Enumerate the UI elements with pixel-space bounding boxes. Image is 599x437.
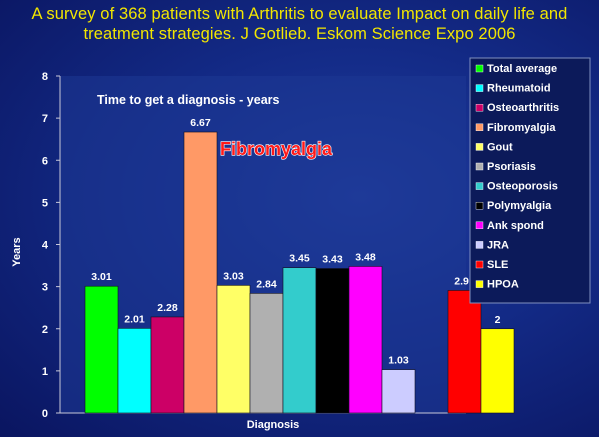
legend-label: Polymyalgia [487,200,552,212]
legend-label: Total average [487,63,557,75]
legend-swatch [475,201,484,210]
y-tick-label: 0 [42,408,48,420]
y-tick-label: 5 [42,197,48,209]
legend-swatch [475,162,484,171]
legend-label: HPOA [487,279,519,291]
bar-8 [348,266,383,414]
legend-label: Osteoporosis [487,181,558,193]
bar-value-label: 1.03 [388,355,409,367]
bar-value-label: 3.01 [91,271,112,283]
bar-7 [315,268,350,414]
legend-label: Osteoarthritis [487,102,559,114]
legend-swatch [475,64,484,73]
title-line-2: treatment strategies. J Gotlieb. Eskom S… [83,25,516,43]
legend-swatch [475,260,484,269]
bar-value-label: 2.28 [157,302,178,314]
slide-title: A survey of 368 patients with Arthritis … [0,4,599,44]
bar-2 [150,316,185,414]
bar-value-label: 6.67 [190,117,211,129]
bar-3 [183,131,218,414]
y-tick-label: 4 [42,240,49,252]
title-line-1: A survey of 368 patients with Arthritis … [31,5,568,23]
legend-swatch [475,84,484,92]
y-tick-label: 2 [42,324,48,336]
legend-label: SLE [487,259,508,271]
bar-6 [282,267,317,414]
legend-swatch [475,182,484,190]
legend-label: Fibromyalgia [487,122,556,134]
bar-9 [381,369,416,414]
legend-swatch [475,241,484,249]
bar-value-label: 2.01 [124,313,145,325]
bar-5 [249,293,284,414]
legend-label: Gout [487,141,513,153]
legend-swatch [475,103,484,112]
legend-swatch [475,143,484,151]
y-tick-label: 7 [42,113,48,125]
bar-value-label: 3.03 [223,270,244,282]
y-tick-label: 6 [42,155,48,167]
legend-swatch [475,280,484,288]
bar-value-label: 2 [495,314,501,326]
legend-swatch [475,123,484,132]
y-tick-label: 3 [42,282,48,294]
legend-swatch [475,221,484,230]
fibromyalgia-callout: Fibromyalgia [220,139,333,159]
bar-value-label: 2.84 [256,278,277,290]
chart-title: Time to get a diagnosis - years [97,93,280,107]
legend-label: JRA [487,239,509,251]
y-tick-label: 8 [42,71,48,83]
legend-label: Rheumatoid [487,83,551,95]
y-tick-label: 1 [42,366,48,378]
bar-value-label: 3.48 [355,251,376,263]
legend-box [469,57,591,304]
bar-value-label: 3.43 [322,254,343,266]
bar-0 [84,285,119,414]
legend-label: Ank spond [487,220,544,232]
bar-value-label: 3.45 [289,253,310,265]
x-axis-title: Diagnosis [247,419,300,431]
y-axis-title: Years [11,237,23,266]
bar-1 [117,328,152,414]
bar-11 [480,328,515,414]
legend-label: Psoriasis [487,161,536,173]
bar-4 [216,285,251,414]
bar-10 [447,290,482,414]
